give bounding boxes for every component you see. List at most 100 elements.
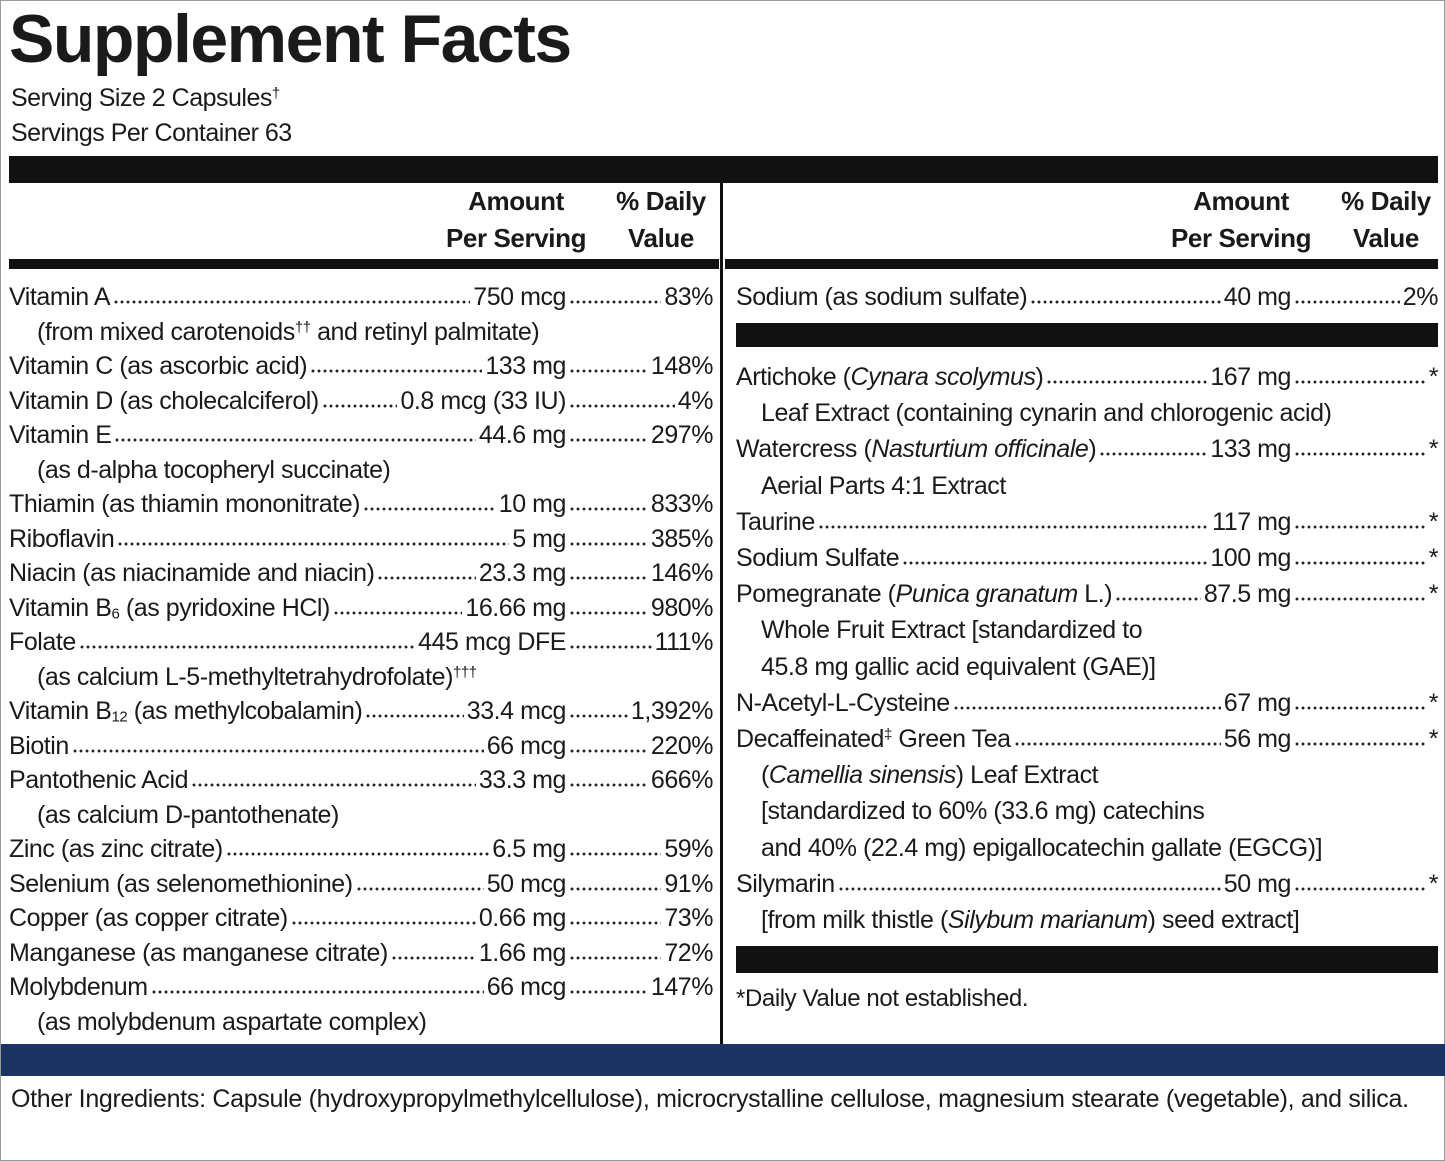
column-divider bbox=[720, 183, 723, 1044]
name-amount: Vitamin B6 (as pyridoxine HCl) 16.66 mg bbox=[9, 591, 566, 626]
nutrient-name: Vitamin D (as cholecalciferol) bbox=[9, 384, 319, 419]
text: Aerial Parts 4:1 Extract bbox=[761, 471, 1006, 500]
header-line: % Daily bbox=[616, 186, 706, 216]
text: Sodium Sulfate bbox=[736, 544, 900, 573]
daily-value-part: 385% bbox=[566, 522, 713, 557]
text: Thiamin (as thiamin mononitrate) bbox=[9, 490, 361, 518]
leader bbox=[569, 743, 648, 754]
leader bbox=[1294, 737, 1426, 748]
nutrient-name: Watercress (Nasturtium officinale) bbox=[736, 431, 1097, 467]
amount: 445 mcg DFE bbox=[418, 628, 566, 656]
text: Sodium (as sodium sulfate) bbox=[736, 283, 1028, 311]
daily-value-part: 72% bbox=[566, 936, 713, 971]
daily-value-part: 146% bbox=[566, 556, 713, 591]
daily-value-part: 1,392% bbox=[566, 694, 713, 729]
footnote: *Daily Value not established. bbox=[736, 985, 1029, 1012]
leader bbox=[952, 700, 1221, 711]
leader bbox=[569, 605, 648, 616]
nutrient-name: Vitamin C (as ascorbic acid) bbox=[9, 349, 308, 384]
amount-header: Amount Per Serving bbox=[431, 183, 601, 257]
leader bbox=[569, 364, 648, 374]
amount: 167 mg bbox=[1210, 363, 1291, 391]
header-line: Amount bbox=[468, 186, 564, 216]
leader bbox=[837, 881, 1221, 892]
nutrient-note: (Camellia sinensis) Leaf Extract bbox=[736, 757, 1438, 793]
nutrient-name: Riboflavin bbox=[9, 522, 115, 557]
leader bbox=[569, 640, 652, 650]
text: (as d-alpha tocopheryl succinate) bbox=[37, 455, 391, 484]
leader bbox=[390, 950, 476, 961]
italic-text: Cynara scolymus bbox=[850, 363, 1036, 391]
daily-value: 297% bbox=[650, 421, 714, 449]
leader bbox=[1294, 556, 1426, 567]
leader bbox=[113, 295, 471, 305]
nutrient-row: Taurine 117 mg * bbox=[736, 504, 1438, 540]
daily-value: 666% bbox=[650, 766, 714, 794]
text: Niacin (as niacinamide and niacin) bbox=[9, 559, 375, 587]
nutrient-row: Zinc (as zinc citrate) 6.5 mg 59% bbox=[9, 832, 713, 867]
text: Riboflavin bbox=[9, 524, 115, 553]
italic-text: Camellia sinensis bbox=[768, 761, 956, 790]
nutrient-note: (from mixed carotenoids†† and retinyl pa… bbox=[9, 315, 713, 350]
daily-value-part: 4% bbox=[566, 384, 713, 419]
nutrient-name: Vitamin E bbox=[9, 418, 112, 453]
nutrient-row: Vitamin B12 (as methylcobalamin) 33.4 mcg… bbox=[9, 694, 713, 729]
right-panel-top: Sodium (as sodium sulfate) 40 mg 2% bbox=[736, 280, 1438, 315]
amount: 117 mg bbox=[1212, 507, 1291, 536]
name-amount: Silymarin 50 mg bbox=[736, 866, 1291, 902]
symbol: †† bbox=[294, 318, 311, 336]
daily-value: 833% bbox=[650, 490, 714, 518]
amount: 67 mg bbox=[1223, 688, 1292, 717]
leader bbox=[1294, 295, 1400, 305]
name-amount: Decaffeinated‡ Green Tea 56 mg bbox=[736, 721, 1291, 757]
leader bbox=[569, 881, 662, 892]
symbol: 12 bbox=[111, 708, 128, 726]
text: (as calcium L-5-methyltetrahydrofolate) bbox=[37, 662, 453, 691]
daily-value: 1,392% bbox=[630, 697, 714, 725]
header-line: Value bbox=[628, 223, 694, 253]
nutrient-row: Vitamin D (as cholecalciferol) 0.8 mcg (3… bbox=[9, 384, 713, 419]
nutrient-note: 45.8 mg gallic acid equivalent (GAE)] bbox=[736, 649, 1438, 685]
text: Selenium (as selenomethionine) bbox=[9, 869, 353, 898]
name-amount: Taurine 117 mg bbox=[736, 504, 1291, 540]
name-amount: Biotin 66 mcg bbox=[9, 729, 566, 764]
daily-value: 220% bbox=[650, 731, 714, 760]
header-line: Amount bbox=[1193, 186, 1289, 216]
nutrient-row: Pantothenic Acid 33.3 mg 666% bbox=[9, 763, 713, 798]
text: Folate bbox=[9, 628, 76, 656]
amount-header: Amount Per Serving bbox=[1156, 183, 1326, 257]
leader bbox=[569, 916, 662, 926]
amount: 10 mg bbox=[498, 490, 567, 518]
nutrient-row: Folate 445 mcg DFE 111% bbox=[9, 625, 713, 660]
nutrient-name: Zinc (as zinc citrate) bbox=[9, 832, 223, 867]
leader bbox=[1294, 700, 1426, 711]
nutrient-row: Pomegranate (Punica granatum L.) 87.5 mg * bbox=[736, 576, 1438, 612]
servings-per-container: Servings Per Container 63 bbox=[11, 119, 292, 147]
leader bbox=[78, 640, 416, 650]
nutrient-row: Thiamin (as thiamin mononitrate) 10 mg 833… bbox=[9, 487, 713, 522]
leader bbox=[569, 985, 648, 995]
text: N-Acetyl-L-Cysteine bbox=[736, 688, 950, 717]
amount: 1.66 mg bbox=[478, 938, 567, 967]
text: ) bbox=[1035, 363, 1044, 391]
daily-value-part: 147% bbox=[566, 970, 713, 1005]
leader bbox=[1046, 375, 1208, 385]
header-line: Value bbox=[1353, 223, 1419, 253]
amount: 56 mg bbox=[1223, 725, 1292, 754]
name-amount: Selenium (as selenomethionine) 50 mcg bbox=[9, 867, 566, 902]
leader bbox=[569, 709, 628, 719]
nutrient-row: Watercress (Nasturtium officinale) 133 mg… bbox=[736, 431, 1438, 467]
text: 45.8 mg gallic acid equivalent (GAE)] bbox=[761, 652, 1156, 681]
text: Vitamin A bbox=[9, 283, 111, 311]
nutrient-name: Artichoke (Cynara scolymus) bbox=[736, 359, 1044, 395]
leader bbox=[365, 709, 464, 719]
amount: 44.6 mg bbox=[478, 421, 567, 449]
amount: 133 mg bbox=[1210, 435, 1291, 464]
nutrient-note: and 40% (22.4 mg) epigallocatechin galla… bbox=[736, 830, 1438, 866]
text: ) Leaf Extract bbox=[955, 761, 1099, 790]
text: Vitamin D (as cholecalciferol) bbox=[9, 386, 319, 415]
nutrient-name: Selenium (as selenomethionine) bbox=[9, 867, 353, 902]
amount: 66 mcg bbox=[486, 973, 567, 1001]
name-amount: Molybdenum 66 mcg bbox=[9, 970, 566, 1005]
daily-value-part: 2% bbox=[1291, 280, 1438, 315]
